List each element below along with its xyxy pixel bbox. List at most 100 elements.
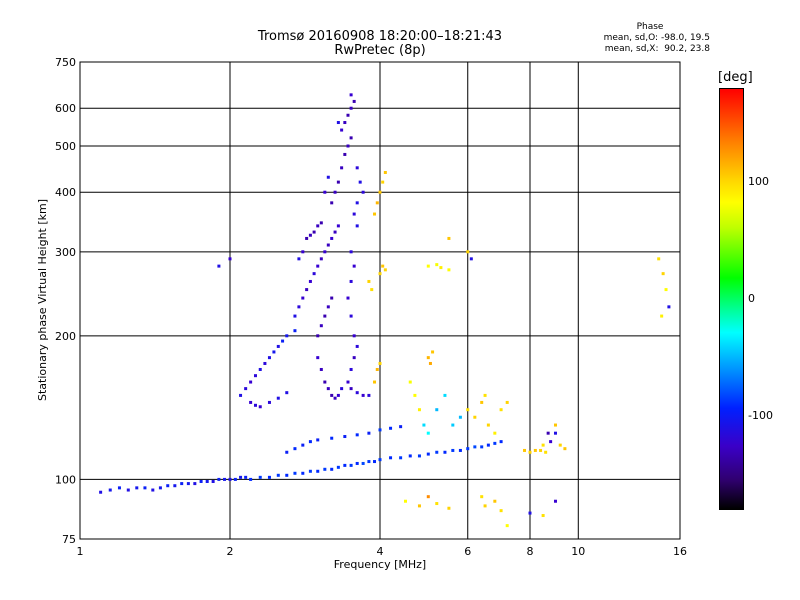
data-point (330, 236, 334, 240)
data-point (378, 190, 382, 194)
phase-header: Phase (636, 22, 664, 32)
x-axis-label: Frequency [MHz] (334, 558, 426, 571)
data-point (319, 324, 323, 328)
data-point (499, 509, 503, 513)
x-tick-label: 6 (464, 545, 471, 558)
data-point (355, 461, 359, 465)
data-point (343, 121, 347, 125)
data-point (99, 490, 103, 494)
data-point (451, 448, 455, 452)
tick-labels: 1 2 4 6 8 10 16 75 100 200 300 400 500 600 750 (55, 56, 687, 558)
data-point (316, 438, 320, 442)
data-point (249, 477, 253, 481)
data-point (389, 456, 393, 460)
data-point (211, 479, 215, 483)
data-point (352, 356, 356, 360)
data-point (383, 170, 387, 174)
data-point (378, 458, 382, 462)
data-point (447, 506, 451, 510)
data-point (158, 486, 162, 490)
data-point (493, 431, 497, 435)
data-point (499, 408, 503, 412)
data-point (308, 279, 312, 283)
data-point (333, 230, 337, 234)
data-point (319, 221, 323, 225)
colorbar-unit-label: [deg] (718, 70, 753, 85)
x-tick-label: 4 (377, 545, 384, 558)
data-point (493, 499, 497, 503)
data-point (549, 440, 553, 444)
data-point (305, 236, 309, 240)
data-point (285, 450, 289, 454)
data-point (426, 452, 430, 456)
data-point (349, 250, 353, 254)
data-point (466, 408, 470, 412)
data-point (135, 486, 139, 490)
phase-colorbar (719, 88, 744, 510)
data-point (383, 268, 387, 272)
data-point (483, 393, 487, 397)
data-point (308, 469, 312, 473)
data-point (428, 361, 432, 365)
y-tick-label: 500 (55, 140, 76, 153)
data-point (276, 473, 280, 477)
data-point (447, 236, 451, 240)
data-point (426, 495, 430, 499)
data-point (486, 423, 490, 427)
data-point (657, 257, 661, 261)
data-point (330, 201, 334, 205)
data-point (361, 190, 365, 194)
data-point (435, 450, 439, 454)
data-point (217, 477, 221, 481)
data-point (330, 393, 334, 397)
data-point (173, 484, 177, 488)
data-point (186, 482, 190, 486)
data-point (336, 393, 340, 397)
colorbar-tick-label: -100 (748, 409, 773, 423)
data-point (435, 408, 439, 412)
data-point (349, 93, 353, 97)
data-point (352, 334, 356, 338)
data-point (493, 441, 497, 445)
data-point (244, 387, 248, 391)
data-point (505, 524, 509, 528)
data-point (375, 367, 379, 371)
data-point (473, 415, 477, 419)
data-point (301, 443, 305, 447)
data-point (553, 431, 557, 435)
data-point (293, 329, 297, 333)
data-point (466, 447, 470, 451)
data-point (533, 448, 537, 452)
data-point (117, 486, 121, 490)
x-tick-label: 1 (77, 545, 84, 558)
chart-subtitle: RwPretec (8p) (334, 43, 425, 58)
data-point (340, 387, 344, 391)
y-tick-label: 75 (62, 533, 76, 546)
grid (80, 62, 680, 539)
data-point (541, 514, 545, 518)
data-point (228, 257, 232, 261)
data-point (293, 447, 297, 451)
data-point (435, 502, 439, 506)
y-tick-label: 400 (55, 186, 76, 199)
data-point (378, 361, 382, 365)
data-point (523, 448, 527, 452)
data-point (528, 511, 532, 515)
data-point (367, 393, 371, 397)
phase-o-stats: mean, sd,O: -98.0, 19.5 (603, 33, 710, 43)
data-point (343, 463, 347, 467)
data-point (258, 405, 262, 409)
data-point (293, 314, 297, 318)
data-point (373, 380, 377, 384)
data-point (352, 99, 356, 103)
data-point (267, 400, 271, 404)
data-point (333, 190, 337, 194)
data-point (373, 460, 377, 464)
data-point (267, 356, 271, 360)
data-point (539, 448, 543, 452)
data-point (249, 400, 253, 404)
data-point (553, 423, 557, 427)
data-point (340, 166, 344, 170)
data-point (367, 460, 371, 464)
data-point (319, 367, 323, 371)
